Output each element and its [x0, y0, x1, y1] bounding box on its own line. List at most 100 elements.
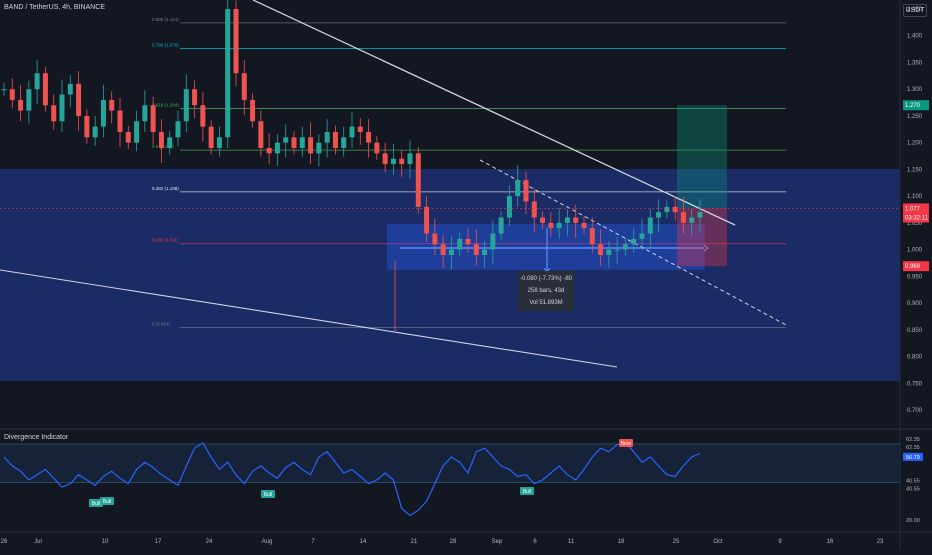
price-axis-tick-label: 1.300: [907, 87, 923, 93]
candle-body: [390, 158, 396, 165]
candle-body: [274, 142, 280, 154]
price-axis-tick-label: 0.800: [907, 355, 923, 361]
candle-body: [59, 94, 65, 122]
time-axis-tick-label: 23: [877, 539, 884, 545]
measure-tooltip-bars: 258 bars, 43d: [527, 288, 565, 294]
candle-body: [9, 89, 15, 100]
candle-body: [374, 142, 380, 154]
time-axis-tick-label: Jul: [34, 539, 42, 545]
time-axis-tick-label: Aug: [262, 539, 273, 545]
descending-trendline: [252, 0, 736, 226]
candle-body: [540, 217, 546, 223]
candle-body: [291, 137, 297, 149]
price-label-bg: [903, 100, 929, 111]
candle-body: [366, 131, 372, 143]
candle-body: [357, 126, 363, 132]
candle-body: [51, 105, 57, 122]
currency-button[interactable]: USDT: [903, 4, 927, 17]
price-label: 1.270: [905, 103, 921, 109]
candle-body: [18, 99, 24, 111]
candle-body: [581, 222, 587, 229]
candle-body: [647, 217, 653, 234]
candle-body: [407, 153, 413, 165]
indicator-band: [0, 444, 900, 483]
time-axis-tick-label: 18: [618, 539, 625, 545]
candle-body: [556, 222, 562, 229]
candle-body: [158, 131, 164, 149]
time-axis-tick-label: 17: [155, 539, 162, 545]
candle-body: [697, 212, 703, 218]
candle-body: [473, 244, 479, 255]
candle-body: [117, 110, 123, 132]
candle-body: [448, 249, 454, 255]
candle-body: [208, 126, 214, 149]
candle-body: [606, 249, 612, 255]
candle-body: [26, 89, 32, 111]
candle-body: [523, 180, 529, 202]
candle-body: [233, 9, 239, 74]
candle-body: [440, 244, 446, 255]
candle-body: [299, 137, 305, 149]
fib-level-label: 0.618 (1.264): [152, 102, 179, 107]
candle-body: [200, 105, 206, 127]
symbol-title: BAND / TetherUS, 4h, BINANCE: [4, 4, 106, 11]
candle-body: [225, 9, 231, 138]
signal-label: Bull: [103, 499, 111, 505]
candle-body: [100, 99, 106, 127]
candle-body: [109, 99, 115, 111]
indicator-axis-label: 40.55: [906, 479, 920, 485]
support-zone: [0, 169, 900, 381]
time-axis-tick-label: 26: [1, 539, 8, 545]
candle-body: [515, 180, 521, 197]
candle-body: [175, 121, 181, 138]
candle-body: [631, 238, 637, 245]
indicator-axis-label: 40.55: [906, 487, 920, 493]
candle-body: [67, 83, 73, 95]
lower-trendline: [0, 269, 618, 368]
signal-label: Bull: [523, 489, 531, 495]
candle-body: [150, 105, 156, 132]
price-axis-tick-label: 1.250: [907, 114, 923, 120]
time-axis-tick-label: 25: [673, 539, 680, 545]
indicator-value-bg: [903, 452, 923, 461]
time-axis-tick-label: 11: [568, 539, 575, 545]
signal-label: Bull: [92, 501, 100, 507]
time-axis-tick-label: 28: [450, 539, 457, 545]
position-target-zone: [677, 105, 727, 209]
candle-body: [266, 148, 272, 154]
candle-body: [680, 212, 686, 223]
candle-body: [332, 131, 338, 149]
signal-label: Bull: [264, 492, 272, 498]
time-axis-tick-label: Sep: [492, 539, 503, 545]
measure-tooltip-volume: Vol 51.893M: [529, 300, 563, 306]
time-axis-tick-label: Oct: [713, 539, 723, 545]
time-axis-tick-label: 9: [778, 539, 782, 545]
time-axis-tick-label: 10: [102, 539, 109, 545]
candle-body: [672, 206, 678, 213]
price-axis-tick-label: 1.150: [907, 167, 923, 173]
candle-body: [42, 73, 48, 106]
candle-body: [573, 217, 579, 223]
candle-body: [183, 89, 189, 122]
candle-body: [548, 222, 554, 229]
time-axis-tick-label: 14: [360, 539, 367, 545]
candle-body: [142, 105, 148, 122]
price-axis-tick-label: 0.750: [907, 381, 923, 387]
signal-label: Bear: [621, 441, 632, 447]
measure-tooltip-change: -0.080 (-7.73%) -80: [519, 276, 573, 282]
price-axis-tick-label: 1.050: [907, 221, 923, 227]
candle-body: [457, 238, 463, 250]
candle-body: [656, 212, 662, 218]
arrow-right-icon: [703, 244, 709, 252]
price-axis-tick-label: 1.450: [907, 7, 923, 13]
candle-body: [498, 217, 504, 234]
candle-body: [689, 217, 695, 223]
candle-body: [76, 83, 82, 116]
candle-body: [125, 131, 131, 143]
candle-body: [639, 233, 645, 239]
price-axis-tick-label: 0.700: [907, 408, 923, 414]
fib-level-label: 0 (0.854): [152, 322, 171, 327]
price-axis-tick-label: 1.350: [907, 60, 923, 66]
